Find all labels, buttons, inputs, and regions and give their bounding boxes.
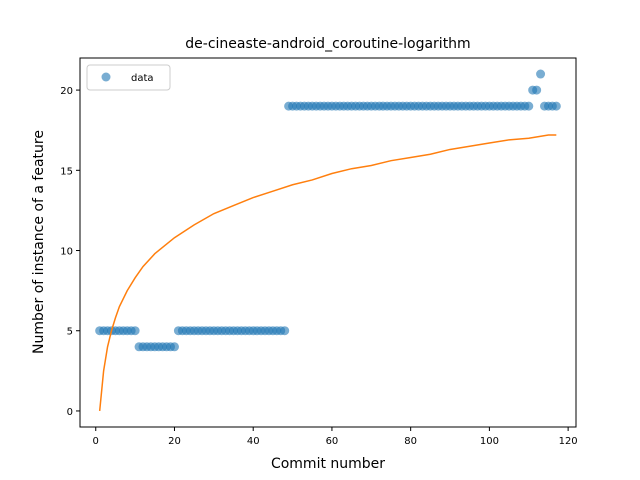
data-point bbox=[169, 342, 179, 352]
chart-title: de-cineaste-android_coroutine-logarithm bbox=[185, 36, 470, 52]
x-tick-label: 0 bbox=[93, 436, 99, 447]
data-point bbox=[532, 85, 542, 95]
y-axis: 0 5 10 15 20 bbox=[60, 86, 80, 418]
data-point bbox=[524, 101, 534, 111]
y-tick-label: 10 bbox=[60, 247, 73, 258]
x-tick-label: 40 bbox=[247, 436, 260, 447]
y-tick-label: 15 bbox=[60, 166, 73, 177]
data-point bbox=[551, 101, 561, 111]
x-axis-label: Commit number bbox=[271, 456, 385, 472]
x-tick-label: 60 bbox=[326, 436, 339, 447]
x-axis: 0 20 40 60 80 100 120 bbox=[93, 427, 578, 447]
x-tick-label: 80 bbox=[404, 436, 417, 447]
plot-area bbox=[95, 69, 561, 412]
data-point bbox=[536, 69, 546, 79]
fit-curve bbox=[98, 134, 557, 412]
legend-label-data: data bbox=[131, 73, 154, 84]
y-axis-label: Number of instance of a feature bbox=[31, 130, 47, 354]
x-tick-label: 20 bbox=[168, 436, 181, 447]
legend-box bbox=[86, 64, 171, 91]
y-tick-label: 20 bbox=[60, 86, 73, 97]
legend-marker bbox=[101, 72, 111, 82]
axes-frame bbox=[79, 57, 577, 428]
legend: data bbox=[86, 64, 171, 91]
y-tick-label: 5 bbox=[67, 327, 73, 338]
x-tick-label: 100 bbox=[480, 436, 499, 447]
y-tick-label: 0 bbox=[67, 407, 73, 418]
data-point bbox=[130, 326, 140, 336]
x-tick-label: 120 bbox=[559, 436, 578, 447]
data-point bbox=[280, 326, 290, 336]
